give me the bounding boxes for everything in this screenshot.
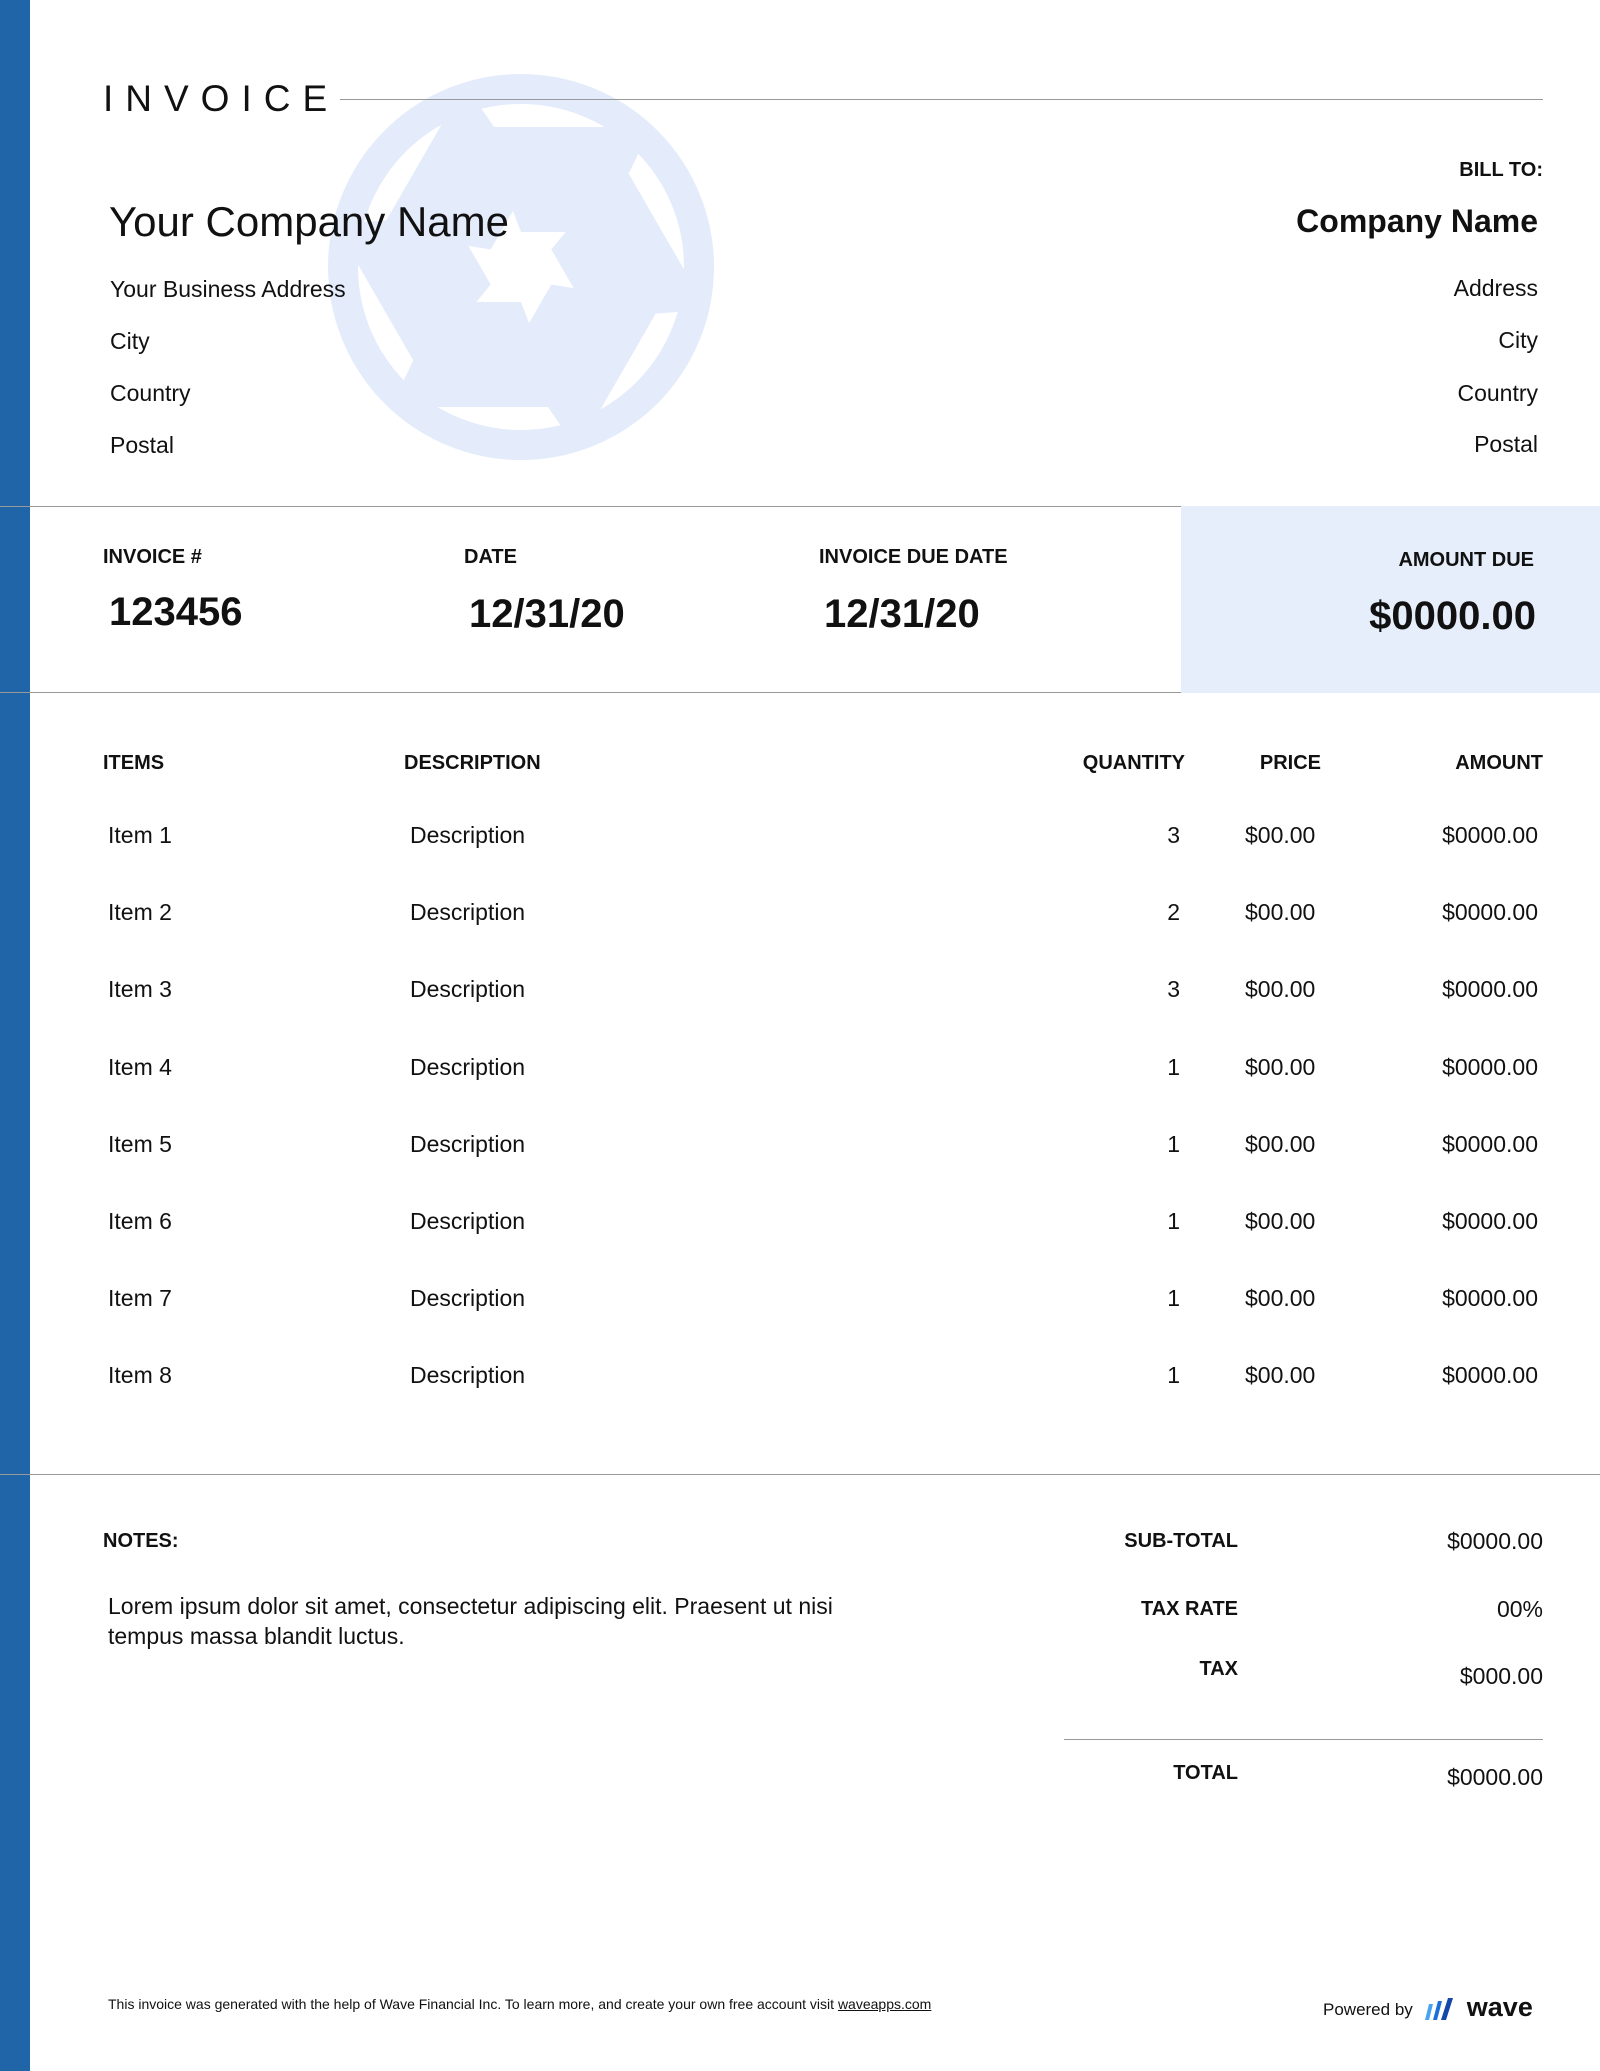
notes-label: NOTES: [103, 1530, 179, 1552]
amount-cell: $0000.00 [1442, 1053, 1538, 1080]
amount-due-label: AMOUNT DUE [1398, 549, 1534, 571]
invoice-date: 12/31/20 [469, 592, 625, 636]
price-cell: $00.00 [1245, 1130, 1316, 1157]
item-cell: Item 3 [108, 976, 172, 1003]
subtotal-value: $0000.00 [1447, 1528, 1543, 1554]
camera-aperture-icon [328, 74, 714, 460]
totals-divider [1064, 1739, 1543, 1740]
title-divider [340, 99, 1543, 100]
sender-name: Your Company Name [109, 198, 509, 245]
amount-cell: $0000.00 [1442, 899, 1538, 926]
quantity-cell: 1 [1167, 1285, 1180, 1312]
amount-cell: $0000.00 [1442, 1362, 1538, 1389]
description-cell: Description [410, 899, 526, 926]
tax-label: TAX [1199, 1658, 1238, 1680]
sender-postal: Postal [110, 432, 174, 458]
col-description: DESCRIPTION [404, 752, 541, 774]
wave-logo-icon [1424, 1998, 1453, 2020]
col-price: PRICE [1259, 752, 1321, 774]
price-cell: $00.00 [1245, 899, 1316, 926]
invoice-number: 123456 [109, 590, 243, 634]
tax-rate-label: TAX RATE [1140, 1598, 1238, 1620]
description-cell: Description [410, 1362, 526, 1389]
bill-to-address: Address [1453, 275, 1538, 301]
sender-address: Your Business Address [110, 276, 346, 302]
item-cell: Item 1 [108, 822, 172, 848]
powered-by-label: Powered by [1323, 2000, 1413, 2019]
due-date: 12/31/20 [824, 592, 980, 636]
description-cell: Description [410, 1208, 526, 1234]
amount-cell: $0000.00 [1442, 822, 1538, 848]
quantity-cell: 1 [1167, 1053, 1180, 1080]
item-cell: Item 5 [108, 1130, 172, 1157]
quantity-cell: 2 [1167, 899, 1180, 926]
bill-to-city: City [1498, 327, 1538, 353]
total-label: TOTAL [1173, 1762, 1238, 1784]
meta-bottom-divider [0, 692, 1181, 693]
table-bottom-divider [0, 1474, 1600, 1475]
price-cell: $00.00 [1245, 976, 1316, 1003]
description-cell: Description [410, 976, 526, 1003]
total-value: $0000.00 [1447, 1764, 1543, 1790]
accent-sidebar [0, 0, 30, 2071]
bill-to-label: BILL TO: [1459, 159, 1543, 181]
item-cell: Item 2 [108, 899, 172, 926]
col-items: ITEMS [103, 752, 165, 774]
tax-rate-value: 00% [1496, 1596, 1543, 1622]
bill-to-country: Country [1457, 380, 1538, 406]
quantity-cell: 1 [1167, 1130, 1180, 1157]
quantity-cell: 3 [1167, 822, 1180, 848]
amount-due: $0000.00 [1369, 594, 1536, 638]
sender-country: Country [110, 380, 191, 406]
price-cell: $00.00 [1245, 1285, 1316, 1312]
item-cell: Item 6 [108, 1208, 172, 1234]
amount-cell: $0000.00 [1442, 976, 1538, 1003]
quantity-cell: 1 [1167, 1362, 1180, 1389]
description-cell: Description [410, 1053, 526, 1080]
description-cell: Description [410, 1285, 526, 1312]
item-cell: Item 8 [108, 1362, 172, 1389]
amount-cell: $0000.00 [1442, 1285, 1538, 1312]
price-cell: $00.00 [1245, 1053, 1316, 1080]
price-cell: $00.00 [1245, 822, 1316, 848]
tax-value: $000.00 [1459, 1663, 1543, 1689]
invoice-number-label: INVOICE # [103, 546, 202, 568]
price-cell: $00.00 [1245, 1208, 1316, 1234]
sender-city: City [110, 328, 150, 354]
col-quantity: QUANTITY [1082, 752, 1185, 774]
amount-cell: $0000.00 [1442, 1130, 1538, 1157]
footer-note: This invoice was generated with the help… [108, 1996, 931, 2012]
due-date-label: INVOICE DUE DATE [819, 546, 1008, 568]
notes-line-2: tempus massa blandit luctus. [108, 1623, 405, 1649]
price-cell: $00.00 [1245, 1362, 1316, 1389]
wave-brand: wave [1466, 1991, 1533, 2022]
invoice-title: INVOICE [103, 78, 340, 119]
quantity-cell: 1 [1167, 1208, 1180, 1234]
description-cell: Description [410, 822, 526, 848]
amount-cell: $0000.00 [1442, 1208, 1538, 1234]
powered-by-wave[interactable]: Powered by wave [1323, 1992, 1533, 2024]
meta-top-divider [0, 506, 1181, 507]
bill-to-name: Company Name [1296, 203, 1538, 239]
notes-line-1: Lorem ipsum dolor sit amet, consectetur … [108, 1593, 833, 1619]
col-amount: AMOUNT [1455, 752, 1543, 774]
waveapps-link[interactable]: waveapps.com [837, 1996, 932, 2012]
date-label: DATE [464, 546, 517, 568]
item-cell: Item 4 [108, 1053, 172, 1080]
description-cell: Description [410, 1130, 526, 1157]
item-cell: Item 7 [108, 1285, 172, 1312]
footer-text: This invoice was generated with the help… [108, 1996, 838, 2012]
bill-to-postal: Postal [1474, 431, 1538, 457]
quantity-cell: 3 [1167, 976, 1180, 1003]
subtotal-label: SUB-TOTAL [1124, 1530, 1238, 1552]
amount-due-box [1181, 506, 1600, 693]
